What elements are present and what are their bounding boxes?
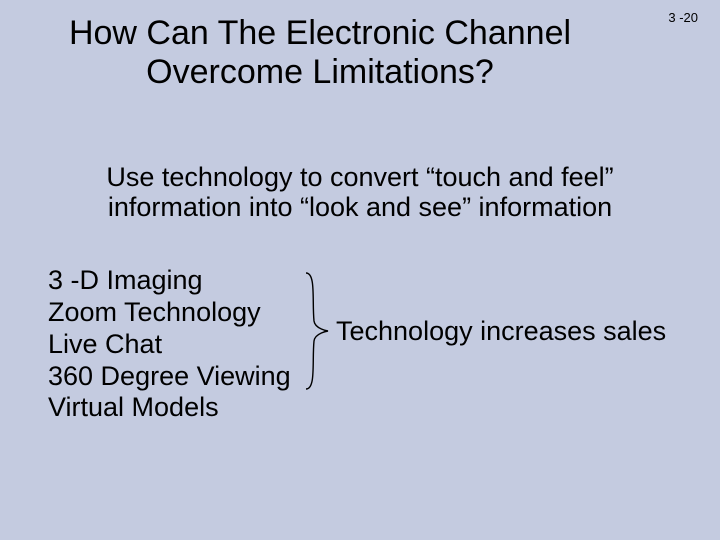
title-line-2: Overcome Limitations? <box>60 53 580 92</box>
list-item: Zoom Technology <box>48 297 291 329</box>
slide: 3 -20 How Can The Electronic Channel Ove… <box>0 0 720 540</box>
slide-subtitle: Use technology to convert “touch and fee… <box>34 162 686 222</box>
list-item: Virtual Models <box>48 392 291 424</box>
page-number: 3 -20 <box>668 10 698 25</box>
bullet-list: 3 -D Imaging Zoom Technology Live Chat 3… <box>48 265 291 424</box>
title-line-1: How Can The Electronic Channel <box>60 14 580 53</box>
subtitle-line-1: Use technology to convert “touch and fee… <box>34 162 686 192</box>
list-item: 360 Degree Viewing <box>48 361 291 393</box>
list-item: 3 -D Imaging <box>48 265 291 297</box>
list-item: Live Chat <box>48 329 291 361</box>
brace-icon <box>302 271 332 391</box>
subtitle-line-2: information into “look and see” informat… <box>34 192 686 222</box>
slide-title: How Can The Electronic Channel Overcome … <box>60 14 580 92</box>
callout-text: Technology increases sales <box>336 316 666 347</box>
